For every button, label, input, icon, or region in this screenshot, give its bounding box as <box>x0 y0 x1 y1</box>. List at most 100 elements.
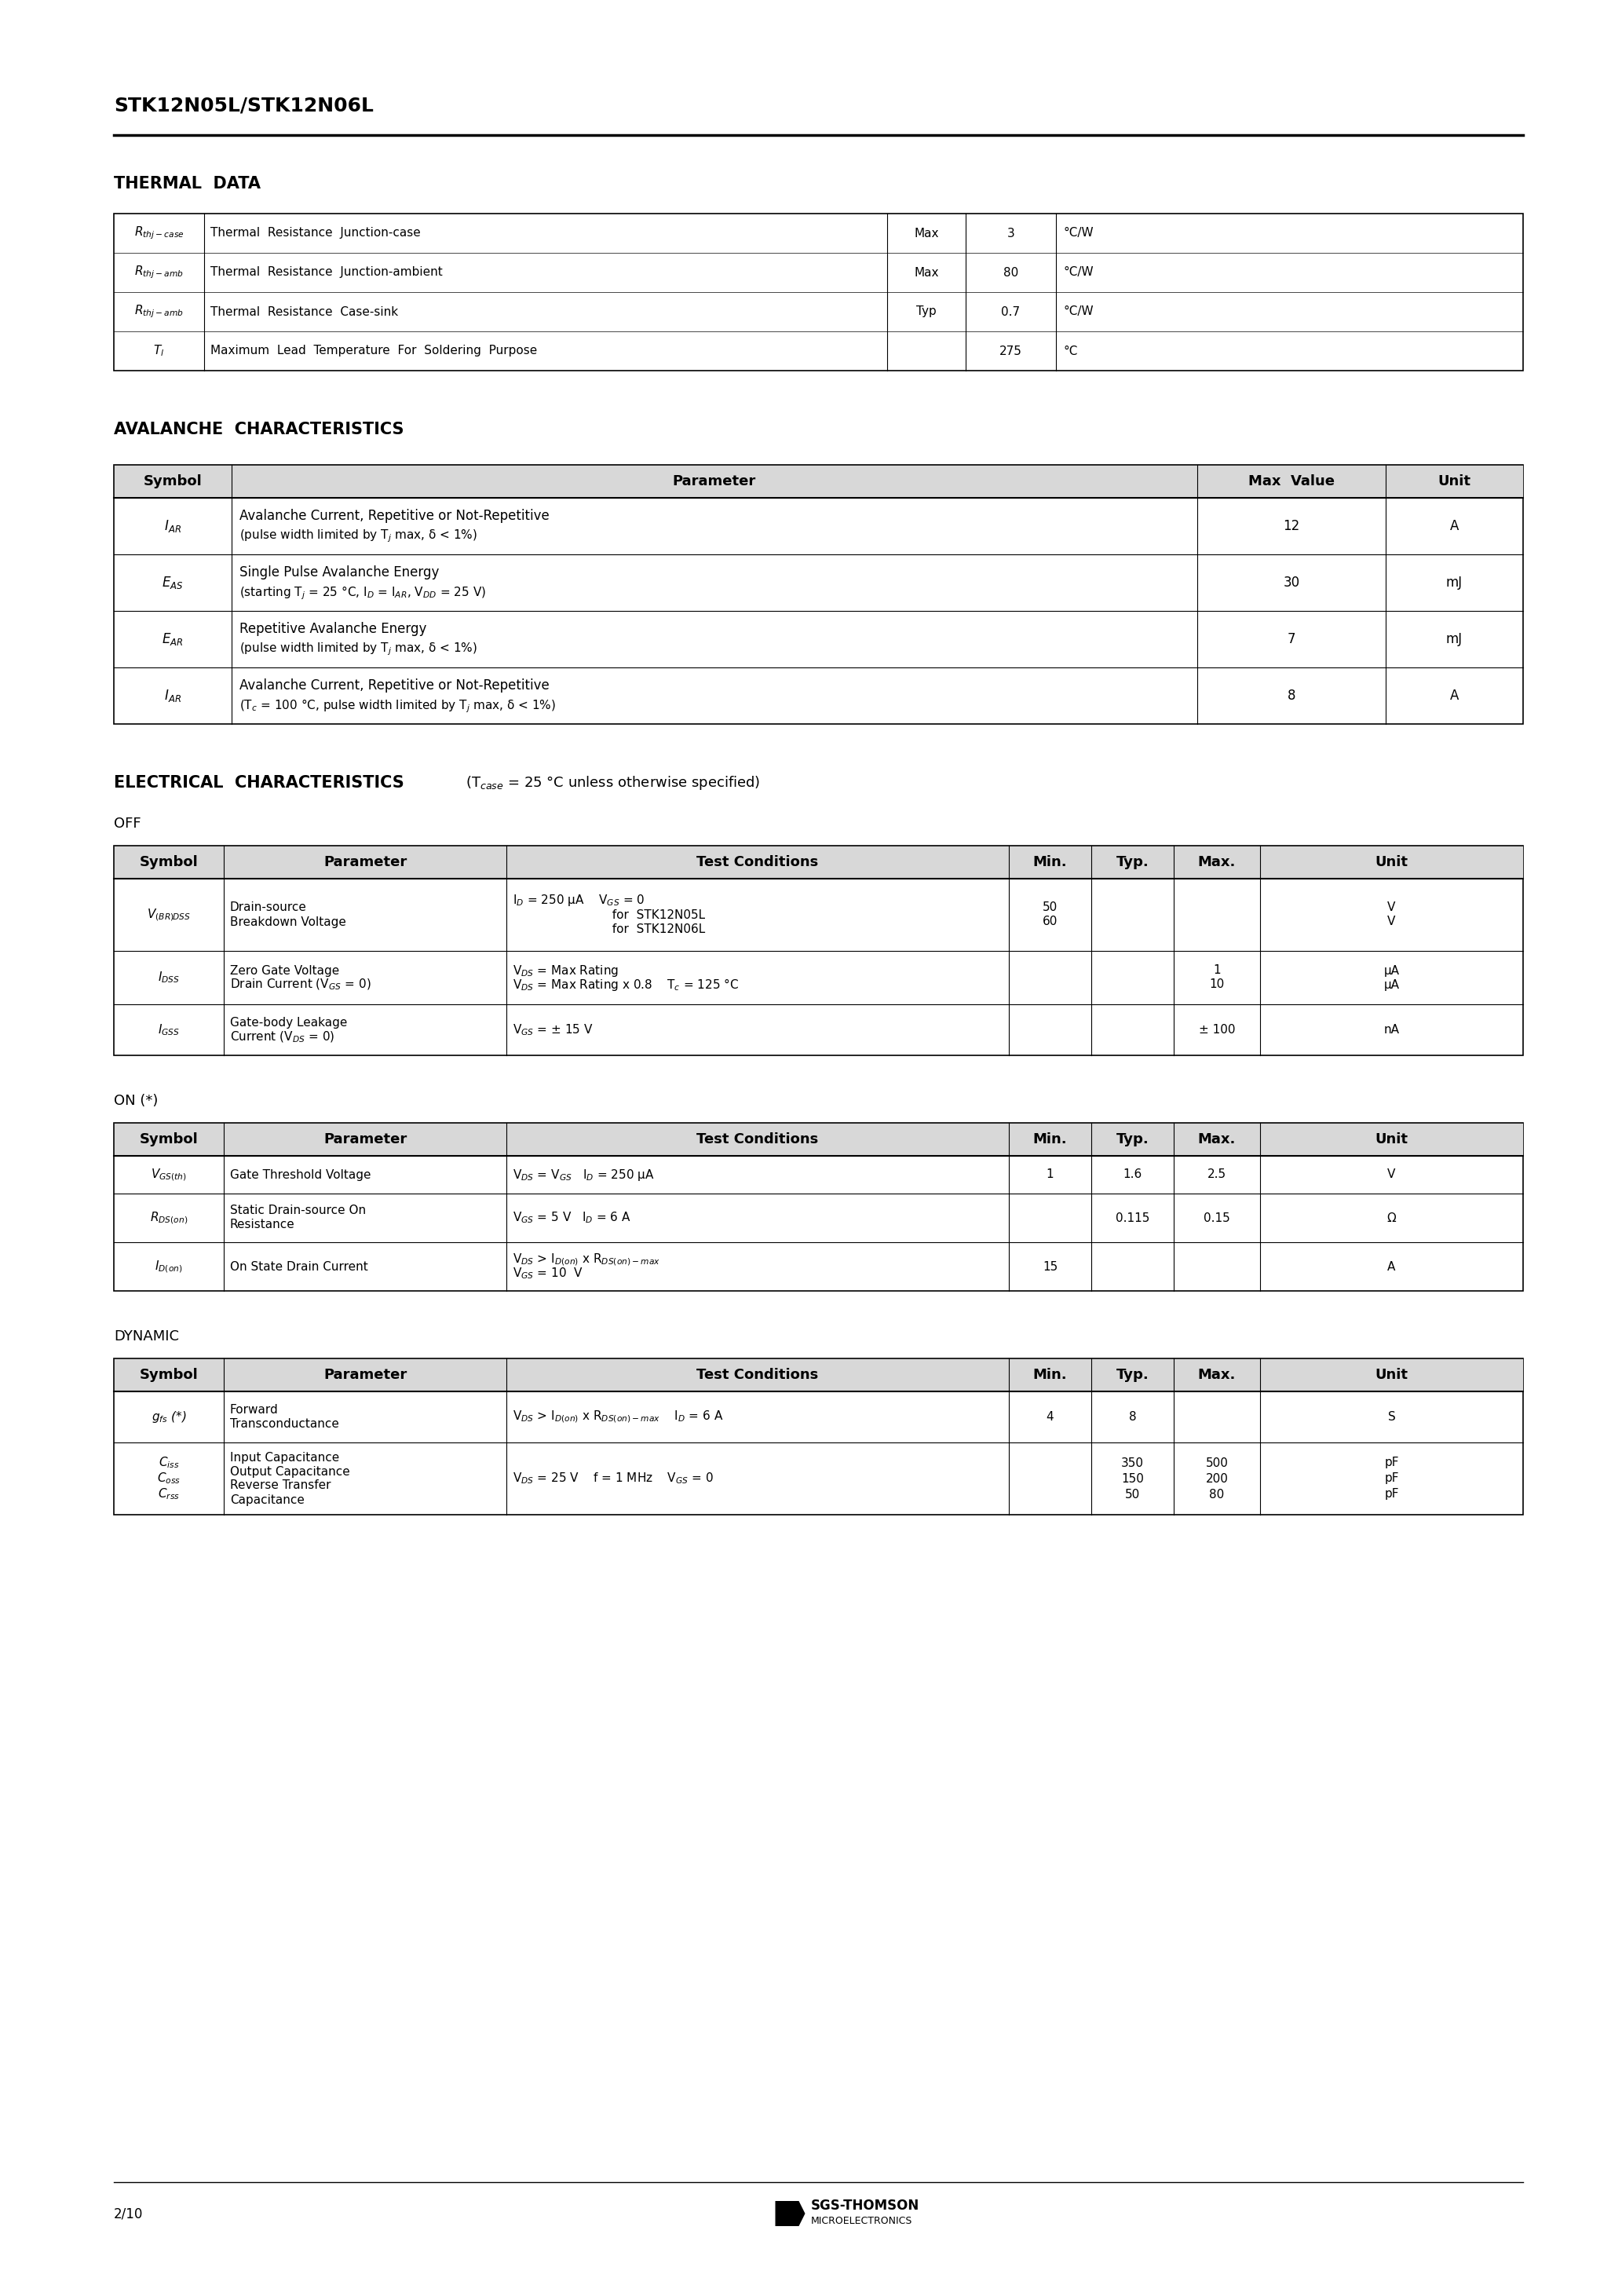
Text: 150: 150 <box>1121 1472 1144 1486</box>
Text: 80: 80 <box>1210 1488 1225 1499</box>
Text: Current (V$_{DS}$ = 0): Current (V$_{DS}$ = 0) <box>230 1029 334 1045</box>
Text: Output Capacitance: Output Capacitance <box>230 1465 350 1476</box>
Text: V$_{GS}$ = 10  V: V$_{GS}$ = 10 V <box>513 1267 584 1281</box>
Text: Gate-body Leakage: Gate-body Leakage <box>230 1017 347 1029</box>
Text: °C/W: °C/W <box>1064 305 1095 317</box>
Text: ± 100: ± 100 <box>1199 1024 1234 1035</box>
Text: Test Conditions: Test Conditions <box>697 854 819 870</box>
Text: A: A <box>1450 519 1458 533</box>
Text: Capacitance: Capacitance <box>230 1495 305 1506</box>
Text: nA: nA <box>1384 1024 1400 1035</box>
Text: Test Conditions: Test Conditions <box>697 1368 819 1382</box>
Text: V: V <box>1387 902 1395 914</box>
Text: pF: pF <box>1384 1472 1398 1486</box>
Text: 15: 15 <box>1043 1261 1058 1272</box>
Text: AVALANCHE  CHARACTERISTICS: AVALANCHE CHARACTERISTICS <box>114 422 404 436</box>
Text: Symbol: Symbol <box>139 1132 198 1146</box>
Text: I$_{DSS}$: I$_{DSS}$ <box>157 971 180 985</box>
Text: Min.: Min. <box>1033 1368 1067 1382</box>
Text: R$_{thj-amb}$: R$_{thj-amb}$ <box>135 264 183 280</box>
Bar <box>114 1359 1523 1515</box>
Text: V$_{DS}$ = Max Rating x 0.8    T$_c$ = 125 °C: V$_{DS}$ = Max Rating x 0.8 T$_c$ = 125 … <box>513 976 738 992</box>
Text: Ω: Ω <box>1387 1212 1397 1224</box>
Text: C$_{iss}$: C$_{iss}$ <box>159 1456 180 1469</box>
Text: Unit: Unit <box>1375 1132 1408 1146</box>
Text: Input Capacitance: Input Capacitance <box>230 1451 339 1463</box>
Bar <box>114 1359 1523 1391</box>
Text: V$_{GS(th)}$: V$_{GS(th)}$ <box>151 1166 187 1182</box>
Bar <box>114 464 1523 498</box>
Text: Drain Current (V$_{GS}$ = 0): Drain Current (V$_{GS}$ = 0) <box>230 978 371 992</box>
Text: I$_{AR}$: I$_{AR}$ <box>164 519 182 535</box>
Text: 0.15: 0.15 <box>1204 1212 1229 1224</box>
Text: T$_l$: T$_l$ <box>154 344 164 358</box>
Text: Breakdown Voltage: Breakdown Voltage <box>230 916 345 928</box>
Text: Thermal  Resistance  Junction-ambient: Thermal Resistance Junction-ambient <box>211 266 443 278</box>
Text: °C: °C <box>1064 344 1079 356</box>
Text: Parameter: Parameter <box>323 854 407 870</box>
Text: 7: 7 <box>1288 631 1296 645</box>
Text: 200: 200 <box>1205 1472 1228 1486</box>
Text: E$_{AS}$: E$_{AS}$ <box>162 574 183 590</box>
Text: 8: 8 <box>1129 1412 1137 1424</box>
Text: V$_{DS}$ > I$_{D(on)}$ x R$_{DS(on)-max}$    I$_D$ = 6 A: V$_{DS}$ > I$_{D(on)}$ x R$_{DS(on)-max}… <box>513 1410 723 1424</box>
Text: (pulse width limited by T$_j$ max, δ < 1%): (pulse width limited by T$_j$ max, δ < 1… <box>240 641 477 657</box>
Text: 350: 350 <box>1121 1458 1144 1469</box>
Polygon shape <box>775 2202 805 2227</box>
Text: Reverse Transfer: Reverse Transfer <box>230 1479 331 1492</box>
Text: Parameter: Parameter <box>323 1132 407 1146</box>
Text: °C/W: °C/W <box>1064 227 1095 239</box>
Text: Typ: Typ <box>916 305 936 317</box>
Text: Repetitive Avalanche Energy: Repetitive Avalanche Energy <box>240 622 427 636</box>
Text: 4: 4 <box>1046 1412 1054 1424</box>
Bar <box>114 464 1523 723</box>
Text: Resistance: Resistance <box>230 1219 295 1231</box>
Text: Test Conditions: Test Conditions <box>697 1132 819 1146</box>
Text: S: S <box>1388 1412 1395 1424</box>
Text: (pulse width limited by T$_j$ max, δ < 1%): (pulse width limited by T$_j$ max, δ < 1… <box>240 528 477 544</box>
Text: Single Pulse Avalanche Energy: Single Pulse Avalanche Energy <box>240 565 440 579</box>
Text: V$_{DS}$ = Max Rating: V$_{DS}$ = Max Rating <box>513 962 618 978</box>
Bar <box>114 1123 1523 1155</box>
Text: 1.6: 1.6 <box>1122 1169 1142 1180</box>
Text: V: V <box>1387 916 1395 928</box>
Text: ELECTRICAL  CHARACTERISTICS: ELECTRICAL CHARACTERISTICS <box>114 776 404 790</box>
Bar <box>114 845 1523 1056</box>
Text: 1: 1 <box>1046 1169 1054 1180</box>
Text: V$_{GS}$ = 5 V   I$_D$ = 6 A: V$_{GS}$ = 5 V I$_D$ = 6 A <box>513 1210 631 1226</box>
Text: E$_{AR}$: E$_{AR}$ <box>162 631 183 647</box>
Text: 30: 30 <box>1283 576 1299 590</box>
Text: R$_{thj-case}$: R$_{thj-case}$ <box>135 225 183 241</box>
Text: 3: 3 <box>1007 227 1015 239</box>
Text: pF: pF <box>1384 1458 1398 1469</box>
Text: V$_{DS}$ = 25 V    f = 1 MHz    V$_{GS}$ = 0: V$_{DS}$ = 25 V f = 1 MHz V$_{GS}$ = 0 <box>513 1472 714 1486</box>
Text: pF: pF <box>1384 1488 1398 1499</box>
Text: 8: 8 <box>1288 689 1296 703</box>
Text: 2/10: 2/10 <box>114 2206 143 2220</box>
Text: 2.5: 2.5 <box>1207 1169 1226 1180</box>
Text: I$_{GSS}$: I$_{GSS}$ <box>157 1022 180 1038</box>
Text: V$_{DS}$ = V$_{GS}$   I$_D$ = 250 μA: V$_{DS}$ = V$_{GS}$ I$_D$ = 250 μA <box>513 1166 655 1182</box>
Text: Avalanche Current, Repetitive or Not-Repetitive: Avalanche Current, Repetitive or Not-Rep… <box>240 677 550 693</box>
Bar <box>114 214 1523 370</box>
Text: (starting T$_j$ = 25 °C, I$_D$ = I$_{AR}$, V$_{DD}$ = 25 V): (starting T$_j$ = 25 °C, I$_D$ = I$_{AR}… <box>240 585 487 602</box>
Text: 80: 80 <box>1004 266 1019 278</box>
Text: A: A <box>1387 1261 1395 1272</box>
Text: SGS-THOMSON: SGS-THOMSON <box>811 2200 920 2213</box>
Text: Forward: Forward <box>230 1403 279 1417</box>
Text: Max: Max <box>915 266 939 278</box>
Text: (T$_c$ = 100 °C, pulse width limited by T$_j$ max, δ < 1%): (T$_c$ = 100 °C, pulse width limited by … <box>240 698 556 714</box>
Text: Symbol: Symbol <box>139 854 198 870</box>
Bar <box>114 1123 1523 1290</box>
Text: Min.: Min. <box>1033 1132 1067 1146</box>
Text: STK12N05L/STK12N06L: STK12N05L/STK12N06L <box>114 96 373 115</box>
Text: 275: 275 <box>999 344 1022 356</box>
Text: Thermal  Resistance  Case-sink: Thermal Resistance Case-sink <box>211 305 397 317</box>
Text: Transconductance: Transconductance <box>230 1419 339 1430</box>
Text: °C/W: °C/W <box>1064 266 1095 278</box>
Text: ON (*): ON (*) <box>114 1093 157 1109</box>
Text: Max.: Max. <box>1199 854 1236 870</box>
Text: Drain-source: Drain-source <box>230 902 307 914</box>
Text: 0.115: 0.115 <box>1116 1212 1150 1224</box>
Text: for  STK12N05L: for STK12N05L <box>513 909 706 921</box>
